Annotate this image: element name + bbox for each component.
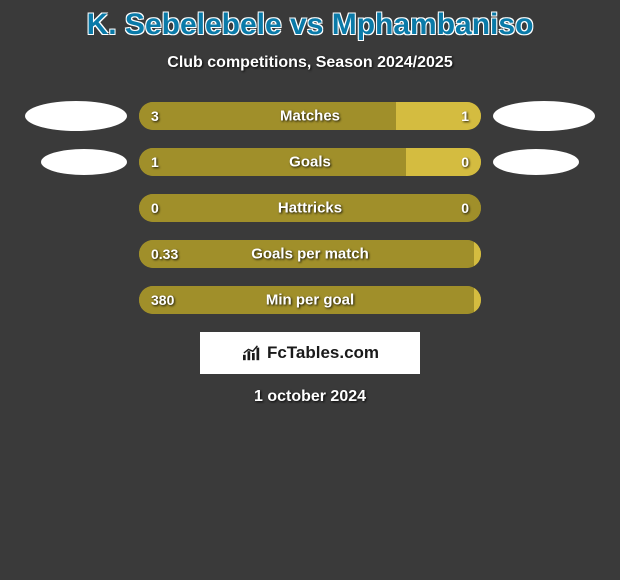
stat-value-left: 1 bbox=[151, 154, 159, 170]
stat-label: Matches bbox=[280, 108, 340, 125]
stat-label: Min per goal bbox=[266, 292, 354, 309]
stat-row: Goals 1 0 bbox=[0, 148, 620, 176]
stat-rows: Matches 3 1 Goals 1 0 Hattricks 0 0 Goals per mat… bbox=[0, 102, 620, 314]
bar-segment-left bbox=[139, 148, 406, 176]
stat-value-left: 3 bbox=[151, 108, 159, 124]
stat-bar: Hattricks 0 0 bbox=[139, 194, 481, 222]
stat-bar: Goals 1 0 bbox=[139, 148, 481, 176]
player-avatar-left bbox=[41, 149, 127, 175]
stat-value-right: 0 bbox=[461, 200, 469, 216]
stat-row: Goals per match 0.33 bbox=[0, 240, 620, 268]
bar-segment-right bbox=[406, 148, 481, 176]
stat-label: Hattricks bbox=[278, 200, 342, 217]
player-avatar-right bbox=[493, 149, 579, 175]
stat-row: Min per goal 380 bbox=[0, 286, 620, 314]
stat-row: Matches 3 1 bbox=[0, 102, 620, 130]
player-avatar-right bbox=[493, 101, 595, 131]
branding-badge: FcTables.com bbox=[200, 332, 420, 374]
chart-icon bbox=[241, 344, 263, 362]
stat-bar: Matches 3 1 bbox=[139, 102, 481, 130]
stat-row: Hattricks 0 0 bbox=[0, 194, 620, 222]
comparison-infographic: K. Sebelebele vs Mphambaniso Club compet… bbox=[0, 0, 620, 580]
stat-label: Goals per match bbox=[251, 246, 369, 263]
datestamp: 1 october 2024 bbox=[0, 388, 620, 406]
bar-segment-right bbox=[474, 286, 481, 314]
subtitle: Club competitions, Season 2024/2025 bbox=[0, 54, 620, 72]
stat-bar: Goals per match 0.33 bbox=[139, 240, 481, 268]
stat-value-left: 380 bbox=[151, 292, 174, 308]
stat-label: Goals bbox=[289, 154, 331, 171]
branding-text: FcTables.com bbox=[267, 343, 379, 363]
bar-segment-right bbox=[474, 240, 481, 268]
stat-value-left: 0 bbox=[151, 200, 159, 216]
page-title: K. Sebelebele vs Mphambaniso bbox=[0, 8, 620, 42]
player-avatar-left bbox=[25, 101, 127, 131]
stat-value-right: 0 bbox=[461, 154, 469, 170]
bar-segment-left bbox=[139, 102, 396, 130]
stat-bar: Min per goal 380 bbox=[139, 286, 481, 314]
stat-value-right: 1 bbox=[461, 108, 469, 124]
stat-value-left: 0.33 bbox=[151, 246, 178, 262]
